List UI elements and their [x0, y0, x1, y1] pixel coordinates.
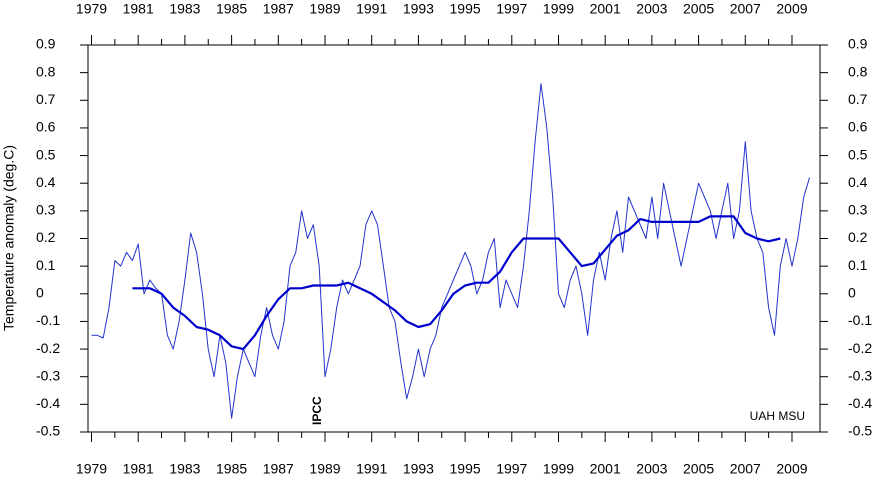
data-line: [91, 83, 810, 419]
y-tick-label: -0.1: [36, 312, 60, 328]
y-tick-label: 0: [36, 284, 44, 300]
y-tick-label: -0.4: [848, 395, 872, 411]
x-tick-label: 1991: [356, 461, 387, 477]
y-tick-label: 0.1: [36, 257, 56, 273]
x-tick-label: 1981: [123, 461, 154, 477]
annotation: UAH MSU: [750, 409, 805, 423]
y-tick-label: 0.5: [36, 146, 56, 162]
x-tick-label: 1989: [309, 461, 340, 477]
x-tick-label: 1987: [263, 461, 294, 477]
y-tick-label: 0.2: [848, 229, 868, 245]
y-tick-label: 0.5: [848, 146, 868, 162]
y-tick-label: -0.2: [36, 340, 60, 356]
x-tick-label: 1997: [496, 461, 527, 477]
annotation: IPCC: [310, 396, 324, 425]
y-tick-label: -0.4: [36, 395, 60, 411]
x-tick-label: 2005: [683, 461, 714, 477]
y-tick-label: 0.8: [848, 63, 868, 79]
x-tick-label: 1997: [496, 1, 527, 17]
x-tick-label: 2001: [590, 461, 621, 477]
y-axis-label: Temperature anomaly (deg.C): [1, 145, 17, 331]
x-tick-label: 1985: [216, 461, 247, 477]
x-tick-label: 1983: [169, 1, 200, 17]
x-tick-label: 1993: [403, 461, 434, 477]
y-tick-label: 0.1: [848, 257, 868, 273]
y-tick-label: 0.9: [36, 36, 56, 52]
x-tick-label: 1993: [403, 1, 434, 17]
y-tick-label: 0.4: [36, 174, 56, 190]
y-tick-label: -0.1: [848, 312, 872, 328]
x-tick-label: 1995: [450, 1, 481, 17]
x-tick-label: 1985: [216, 1, 247, 17]
x-tick-label: 1983: [169, 461, 200, 477]
y-tick-label: -0.3: [848, 367, 872, 383]
y-tick-label: -0.5: [36, 423, 60, 439]
y-tick-label: 0.8: [36, 63, 56, 79]
plot-frame: [87, 44, 821, 433]
x-tick-label: 1981: [123, 1, 154, 17]
x-tick-label: 1991: [356, 1, 387, 17]
y-tick-label: 0: [848, 284, 856, 300]
x-tick-label: 2009: [776, 1, 807, 17]
x-tick-label: 1995: [450, 461, 481, 477]
y-tick-label: 0.3: [36, 202, 56, 218]
x-tick-label: 2005: [683, 1, 714, 17]
x-tick-label: 1999: [543, 1, 574, 17]
y-tick-label: -0.3: [36, 367, 60, 383]
y-tick-label: 0.7: [36, 91, 56, 107]
data-line: [132, 215, 781, 351]
y-tick-label: 0.9: [848, 36, 868, 52]
x-tick-label: 2003: [636, 1, 667, 17]
x-tick-label: 1979: [76, 461, 107, 477]
x-tick-label: 2007: [730, 461, 761, 477]
y-tick-label: -0.2: [848, 340, 872, 356]
y-tick-label: 0.6: [36, 119, 56, 135]
x-tick-label: 2001: [590, 1, 621, 17]
y-tick-label: 0.2: [36, 229, 56, 245]
x-tick-label: 1989: [309, 1, 340, 17]
x-tick-label: 1987: [263, 1, 294, 17]
y-tick-label: -0.5: [848, 423, 872, 439]
y-tick-label: 0.7: [848, 91, 868, 107]
x-tick-label: 2009: [776, 461, 807, 477]
x-tick-label: 1979: [76, 1, 107, 17]
y-tick-label: 0.4: [848, 174, 868, 190]
y-tick-label: 0.3: [848, 202, 868, 218]
x-tick-label: 2003: [636, 461, 667, 477]
x-tick-label: 2007: [730, 1, 761, 17]
x-tick-label: 1999: [543, 461, 574, 477]
y-tick-label: 0.6: [848, 119, 868, 135]
